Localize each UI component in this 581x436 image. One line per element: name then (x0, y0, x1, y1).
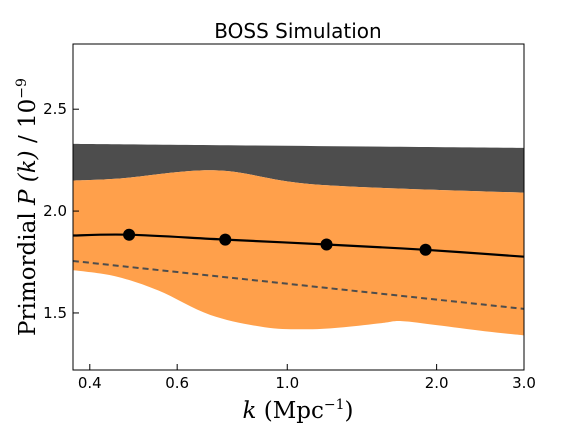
data-marker (420, 244, 432, 256)
data-marker (123, 229, 135, 241)
x-axis-ticks: 0.4 0.6 1.0 2.0 3.0 (78, 364, 536, 392)
x-axis-unit: (Mpc (264, 398, 324, 424)
y-tick-label: 2.0 (43, 202, 67, 220)
y-axis-symbol: P (k) (15, 150, 41, 206)
y-tick-label: 1.5 (43, 304, 67, 322)
x-axis-label: k (Mpc−1) (242, 397, 353, 424)
y-axis-ticks: 1.5 2.0 2.5 (43, 100, 79, 322)
x-axis-symbol: k (242, 398, 256, 424)
x-tick-label: 0.6 (165, 374, 189, 392)
chart-title: BOSS Simulation (214, 19, 381, 43)
data-marker (219, 234, 231, 246)
data-marker (321, 238, 333, 250)
plot-area (73, 144, 524, 336)
y-axis-prefix: Primordial (15, 212, 41, 336)
x-tick-label: 2.0 (425, 374, 449, 392)
x-axis-unit-exponent: −1 (324, 397, 345, 413)
x-tick-label: 3.0 (512, 374, 536, 392)
y-tick-label: 2.5 (43, 100, 67, 118)
y-axis-scale-exponent: −9 (14, 78, 30, 99)
x-axis-unit-close: ) (345, 398, 354, 424)
x-tick-label: 0.4 (78, 374, 102, 392)
x-tick-label: 1.0 (275, 374, 299, 392)
y-axis-label: Primordial P (k) / 10−9 (14, 78, 41, 336)
y-axis-scale: / 10 (15, 99, 41, 143)
